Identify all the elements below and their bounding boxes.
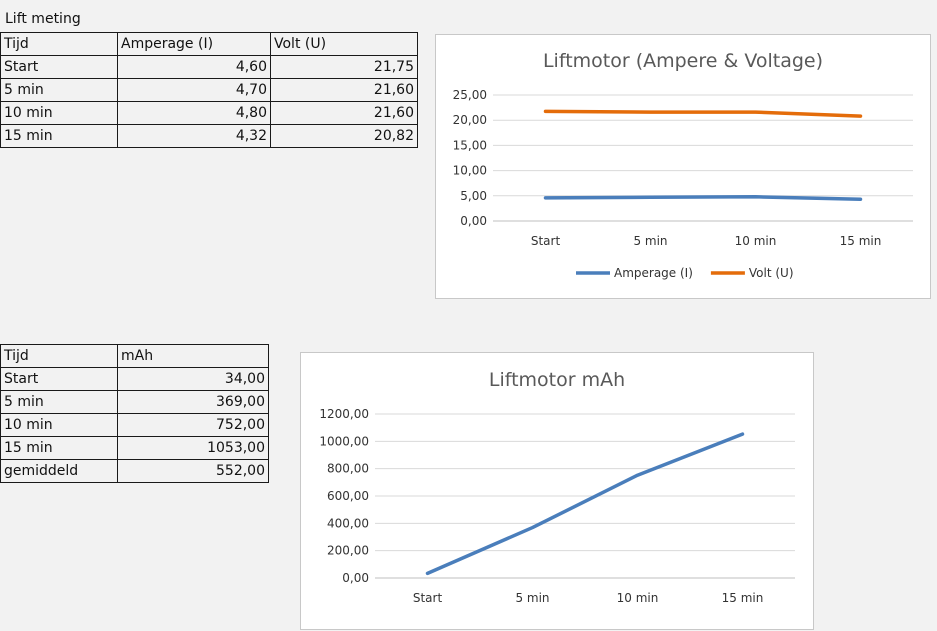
x-tick-label: 15 min: [840, 234, 882, 248]
table-cell[interactable]: 752,00: [117, 413, 269, 437]
chart-mah-svg: Liftmotor mAh 0,00 200,00 400,00 600,00 800,0…: [319, 369, 795, 605]
y-tick-label: 0,00: [342, 571, 369, 585]
legend-label: Volt (U): [749, 266, 794, 280]
data-point: [544, 110, 547, 113]
sheet-title: Lift meting: [5, 11, 81, 27]
header-cell[interactable]: mAh: [117, 344, 269, 368]
data-point: [741, 432, 744, 436]
data-point: [859, 198, 862, 201]
y-tick-label: 400,00: [327, 516, 369, 530]
table-cell[interactable]: 369,00: [117, 390, 269, 414]
header-cell[interactable]: Tijd: [0, 344, 118, 368]
table-cell[interactable]: 1053,00: [117, 436, 269, 460]
y-tick-label: 800,00: [327, 462, 369, 476]
x-tick-label: 10 min: [617, 591, 659, 605]
table-cell[interactable]: Start: [0, 55, 118, 79]
chart-ampere-voltage-svg: Liftmotor (Ampere & Voltage) 0,00 5,00 10,0…: [453, 50, 913, 280]
table-row: gemiddeld 552,00: [0, 459, 269, 483]
data-point: [636, 474, 639, 477]
table-cell[interactable]: 21,75: [270, 55, 418, 79]
data-point: [544, 196, 547, 200]
x-tick-label: Start: [413, 591, 443, 605]
data-point: [754, 195, 757, 199]
table-cell[interactable]: 10 min: [0, 413, 118, 437]
chart-title: Liftmotor mAh: [489, 369, 625, 391]
data-point: [859, 114, 862, 118]
y-tick-label: 5,00: [460, 189, 487, 203]
y-tick-label: 1000,00: [319, 434, 369, 448]
header-cell[interactable]: Amperage (I): [117, 32, 271, 56]
table-header-row: Tijd Amperage (I) Volt (U): [0, 32, 418, 56]
y-tick-label: 10,00: [453, 164, 487, 178]
table-row: 5 min 4,70 21,60: [0, 78, 418, 102]
table-cell[interactable]: Start: [0, 367, 118, 391]
table-cell[interactable]: 5 min: [0, 78, 118, 102]
data-point: [754, 110, 757, 114]
table-row: 10 min 4,80 21,60: [0, 101, 418, 125]
header-cell[interactable]: Volt (U): [270, 32, 418, 56]
x-tick-label: 5 min: [515, 591, 549, 605]
table-cell[interactable]: 552,00: [117, 459, 269, 483]
chart-ampere-voltage[interactable]: Liftmotor (Ampere & Voltage) 0,00 5,00 10,0…: [435, 34, 931, 299]
table-cell[interactable]: 21,60: [270, 78, 418, 102]
table-cell[interactable]: 4,32: [117, 124, 271, 148]
table-row: 5 min 369,00: [0, 390, 269, 414]
legend-label: Amperage (I): [614, 266, 693, 280]
table-cell[interactable]: 15 min: [0, 436, 118, 460]
y-tick-label: 0,00: [460, 214, 487, 228]
chart-title: Liftmotor (Ampere & Voltage): [543, 50, 823, 72]
table-row: 15 min 4,32 20,82: [0, 124, 418, 148]
y-tick-label: 15,00: [453, 138, 487, 152]
y-tick-label: 600,00: [327, 489, 369, 503]
data-point: [426, 572, 429, 575]
lift-meting-table: Tijd Amperage (I) Volt (U) Start 4,60 21…: [0, 32, 418, 148]
table-cell[interactable]: 4,70: [117, 78, 271, 102]
x-tick-label: Start: [531, 234, 561, 248]
data-point: [531, 526, 534, 529]
data-point: [649, 110, 652, 114]
x-tick-label: 10 min: [735, 234, 777, 248]
table-row: Start 4,60 21,75: [0, 55, 418, 79]
table-cell[interactable]: gemiddeld: [0, 459, 118, 483]
series-line: [543, 195, 863, 201]
table-cell[interactable]: 21,60: [270, 101, 418, 125]
header-cell[interactable]: Tijd: [0, 32, 118, 56]
table-header-row: Tijd mAh: [0, 344, 269, 368]
table-cell[interactable]: 10 min: [0, 101, 118, 125]
chart-mah[interactable]: Liftmotor mAh 0,00 200,00 400,00 600,00 800,0…: [300, 352, 814, 630]
mah-table: Tijd mAh Start 34,00 5 min 369,00 10 min…: [0, 344, 269, 483]
table-cell[interactable]: 4,60: [117, 55, 271, 79]
x-tick-label: 15 min: [722, 591, 764, 605]
table-cell[interactable]: 20,82: [270, 124, 418, 148]
series-line: [543, 109, 863, 118]
y-tick-label: 200,00: [327, 544, 369, 558]
table-cell[interactable]: 15 min: [0, 124, 118, 148]
table-cell[interactable]: 34,00: [117, 367, 269, 391]
y-tick-label: 1200,00: [319, 407, 369, 421]
series-line: [425, 432, 745, 576]
data-point: [649, 196, 652, 199]
table-row: Start 34,00: [0, 367, 269, 391]
table-row: 10 min 752,00: [0, 413, 269, 437]
table-cell[interactable]: 4,80: [117, 101, 271, 125]
y-tick-label: 20,00: [453, 113, 487, 127]
table-cell[interactable]: 5 min: [0, 390, 118, 414]
y-tick-label: 25,00: [453, 88, 487, 102]
table-row: 15 min 1053,00: [0, 436, 269, 460]
x-tick-label: 5 min: [633, 234, 667, 248]
